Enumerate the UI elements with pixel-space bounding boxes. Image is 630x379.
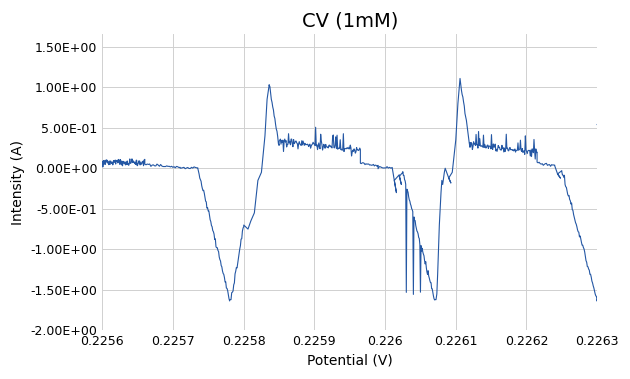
X-axis label: Potential (V): Potential (V) [307,354,392,368]
Title: CV (1mM): CV (1mM) [302,11,398,30]
Y-axis label: Intensity (A): Intensity (A) [11,140,25,225]
